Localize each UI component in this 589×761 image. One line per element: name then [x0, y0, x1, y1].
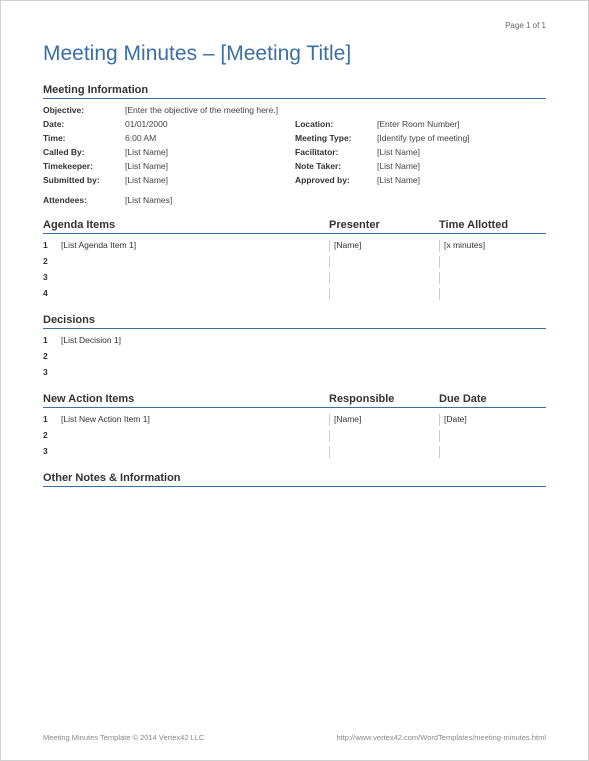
objective-value: [Enter the objective of the meeting here… [125, 105, 278, 115]
agenda-num: 3 [43, 272, 61, 284]
action-row: 2 [43, 428, 546, 444]
agenda-num: 1 [43, 240, 61, 252]
action-due [439, 430, 546, 442]
action-item [61, 446, 329, 458]
info-label: Location: [295, 119, 377, 129]
decision-row: 1 [List Decision 1] [43, 333, 546, 349]
decision-row: 3 [43, 365, 546, 381]
agenda-time [439, 272, 546, 284]
info-label: Called By: [43, 147, 125, 157]
agenda-item [61, 272, 329, 284]
info-label: Approved by: [295, 175, 377, 185]
objective-label: Objective: [43, 105, 125, 115]
info-label: Date: [43, 119, 125, 129]
agenda-presenter: [Name] [329, 240, 439, 252]
info-row: Submitted by: [List Name] Approved by: [… [43, 173, 546, 187]
footer-url: http://www.vertex42.com/WordTemplates/me… [336, 733, 546, 742]
agenda-row: 4 [43, 286, 546, 302]
agenda-num: 4 [43, 288, 61, 300]
section-header-meeting-info: Meeting Information [43, 84, 546, 99]
info-value: [List Name] [377, 161, 420, 171]
info-label: Note Taker: [295, 161, 377, 171]
action-num: 3 [43, 446, 61, 458]
action-num: 1 [43, 414, 61, 426]
info-value: [Enter Room Number] [377, 119, 460, 129]
actions-header-resp: Responsible [329, 393, 439, 405]
document-page: Page 1 of 1 Meeting Minutes – [Meeting T… [1, 1, 588, 511]
action-resp [329, 446, 439, 458]
decision-item: [List Decision 1] [61, 335, 546, 347]
decision-item [61, 367, 546, 379]
section-header-decisions: Decisions [43, 314, 546, 329]
decision-num: 1 [43, 335, 61, 347]
section-header-agenda: Agenda Items Presenter Time Allotted [43, 219, 546, 234]
agenda-presenter [329, 272, 439, 284]
action-resp [329, 430, 439, 442]
action-row: 3 [43, 444, 546, 460]
section-header-other-notes: Other Notes & Information [43, 472, 546, 487]
info-value: 01/01/2000 [125, 119, 168, 129]
section-header-actions: New Action Items Responsible Due Date [43, 393, 546, 408]
attendees-label: Attendees: [43, 195, 125, 205]
info-label: Timekeeper: [43, 161, 125, 171]
info-value: 6:00 AM [125, 133, 156, 143]
decision-row: 2 [43, 349, 546, 365]
info-row: Called By: [List Name] Facilitator: [Lis… [43, 145, 546, 159]
agenda-row: 3 [43, 270, 546, 286]
agenda-header-item: Agenda Items [43, 219, 329, 231]
info-row-objective: Objective: [Enter the objective of the m… [43, 103, 546, 117]
info-value: [List Name] [377, 175, 420, 185]
agenda-time: [x minutes] [439, 240, 546, 252]
decision-num: 3 [43, 367, 61, 379]
actions-header-item: New Action Items [43, 393, 329, 405]
agenda-presenter [329, 256, 439, 268]
info-value: [List Name] [125, 175, 168, 185]
info-label: Time: [43, 133, 125, 143]
action-item [61, 430, 329, 442]
info-row-attendees: Attendees: [List Names] [43, 193, 546, 207]
action-due [439, 446, 546, 458]
info-label: Facilitator: [295, 147, 377, 157]
agenda-row: 2 [43, 254, 546, 270]
agenda-item [61, 256, 329, 268]
actions-header-due: Due Date [439, 393, 546, 405]
info-label: Submitted by: [43, 175, 125, 185]
agenda-item [61, 288, 329, 300]
agenda-item: [List Agenda Item 1] [61, 240, 329, 252]
decision-num: 2 [43, 351, 61, 363]
agenda-num: 2 [43, 256, 61, 268]
agenda-header-time: Time Allotted [439, 219, 546, 231]
agenda-row: 1 [List Agenda Item 1] [Name] [x minutes… [43, 238, 546, 254]
action-row: 1 [List New Action Item 1] [Name] [Date] [43, 412, 546, 428]
document-title: Meeting Minutes – [Meeting Title] [43, 42, 546, 66]
footer-copyright: Meeting Minutes Template © 2014 Vertex42… [43, 733, 204, 742]
agenda-presenter [329, 288, 439, 300]
page-number: Page 1 of 1 [43, 21, 546, 30]
info-value: [List Name] [125, 147, 168, 157]
action-due: [Date] [439, 414, 546, 426]
info-row: Timekeeper: [List Name] Note Taker: [Lis… [43, 159, 546, 173]
footer: Meeting Minutes Template © 2014 Vertex42… [43, 733, 546, 742]
action-item: [List New Action Item 1] [61, 414, 329, 426]
info-label: Meeting Type: [295, 133, 377, 143]
action-num: 2 [43, 430, 61, 442]
info-row: Time: 6:00 AM Meeting Type: [Identify ty… [43, 131, 546, 145]
agenda-header-presenter: Presenter [329, 219, 439, 231]
info-value: [Identify type of meeting] [377, 133, 470, 143]
agenda-time [439, 288, 546, 300]
decision-item [61, 351, 546, 363]
info-value: [List Name] [125, 161, 168, 171]
info-row: Date: 01/01/2000 Location: [Enter Room N… [43, 117, 546, 131]
agenda-time [439, 256, 546, 268]
info-value: [List Name] [377, 147, 420, 157]
attendees-value: [List Names] [125, 195, 172, 205]
action-resp: [Name] [329, 414, 439, 426]
